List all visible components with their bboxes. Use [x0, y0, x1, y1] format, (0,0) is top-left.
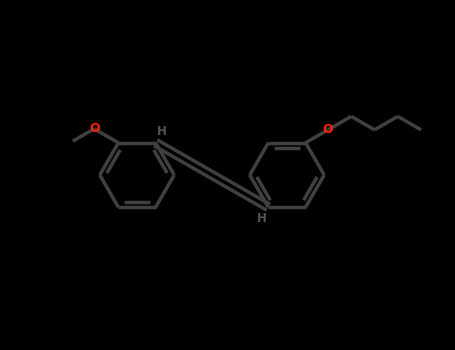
- Text: O: O: [89, 122, 100, 135]
- Text: O: O: [323, 123, 333, 136]
- Text: H: H: [157, 126, 167, 139]
- Text: H: H: [257, 211, 267, 224]
